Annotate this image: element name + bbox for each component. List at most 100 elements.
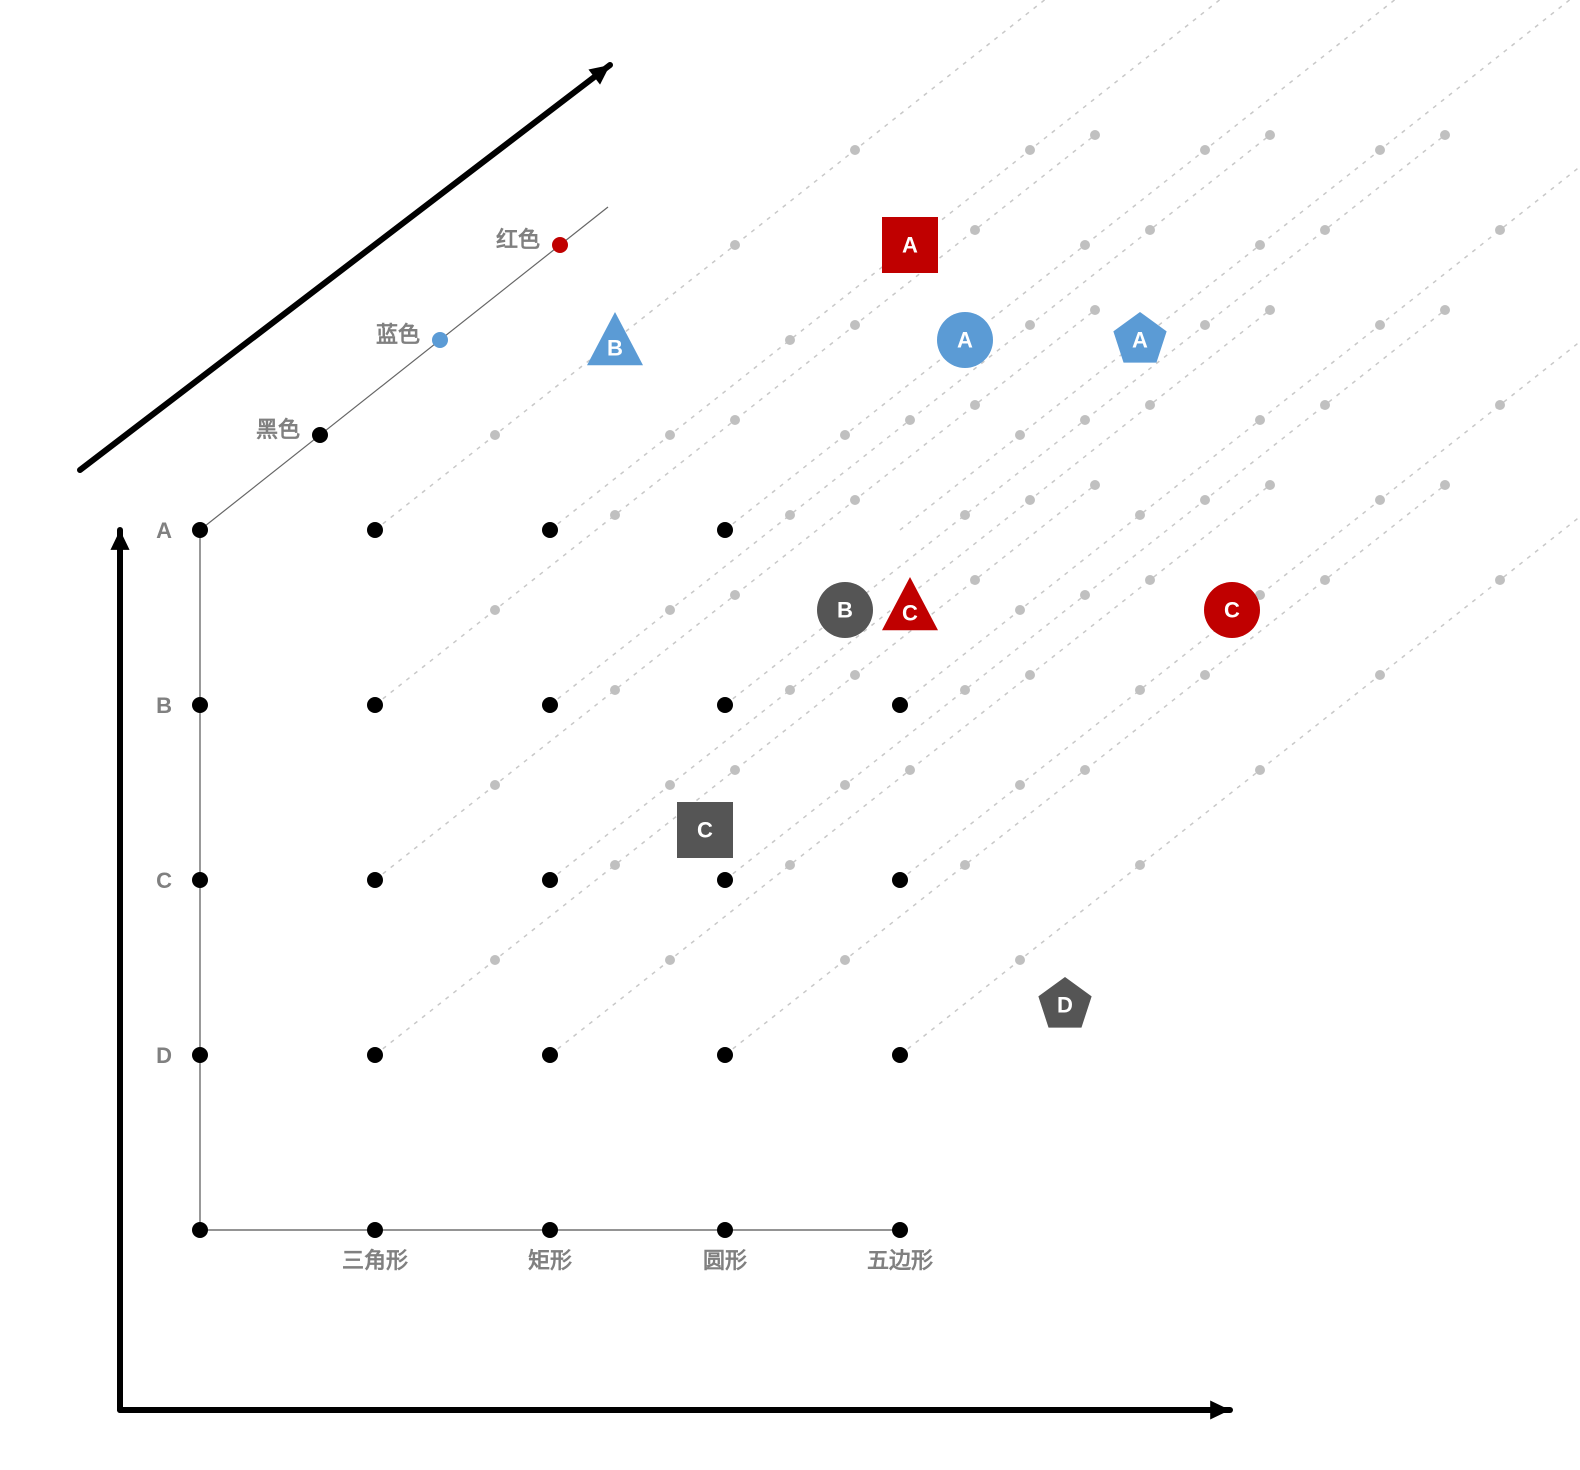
data-point-label: C: [902, 601, 918, 626]
data-point-a-rect: A: [882, 217, 938, 273]
projection-line: [900, 485, 1580, 1055]
projection-dot: [490, 605, 500, 615]
projection-dot: [785, 335, 795, 345]
projection-dot: [1025, 495, 1035, 505]
grid-dot: [367, 1047, 383, 1063]
projection-dot: [1090, 480, 1100, 490]
grid-dot: [892, 1222, 908, 1238]
grid-dot: [717, 1047, 733, 1063]
projection-dot: [1265, 305, 1275, 315]
projection-dot: [1320, 400, 1330, 410]
projection-dot: [1495, 400, 1505, 410]
z-tick-dot: [312, 427, 328, 443]
z-axis-arrow: [80, 65, 610, 470]
projection-dot: [1145, 225, 1155, 235]
projection-dot: [1080, 765, 1090, 775]
projection-dot: [1145, 400, 1155, 410]
data-point-c-triangle: C: [882, 577, 938, 630]
projection-dot: [970, 575, 980, 585]
projection-dot: [840, 780, 850, 790]
projection-dot: [1375, 145, 1385, 155]
grid-dot: [892, 697, 908, 713]
projection-dot: [1025, 145, 1035, 155]
data-point-b-triangle: B: [587, 312, 643, 365]
projection-dot: [785, 510, 795, 520]
data-point-label: A: [902, 233, 918, 258]
projection-dot: [730, 590, 740, 600]
z-tick-label: 黑色: [256, 417, 300, 442]
projection-dot: [665, 780, 675, 790]
y-tick-label: D: [156, 1043, 172, 1068]
projection-dot: [730, 765, 740, 775]
projection-dot: [490, 780, 500, 790]
data-point-c-rect: C: [677, 802, 733, 858]
projection-dot: [850, 495, 860, 505]
projection-dot: [1320, 575, 1330, 585]
projection-dot: [1015, 780, 1025, 790]
grid-dot: [192, 872, 208, 888]
grid-dot: [717, 522, 733, 538]
grid-dot: [192, 522, 208, 538]
projection-dot: [730, 415, 740, 425]
projection-dot: [1375, 320, 1385, 330]
projection-dot: [840, 430, 850, 440]
grid-dot: [892, 872, 908, 888]
projection-dot: [905, 415, 915, 425]
data-point-label: C: [1224, 598, 1240, 623]
x-tick-label: 五边形: [867, 1248, 933, 1273]
projection-dot: [850, 670, 860, 680]
projection-dot: [1255, 415, 1265, 425]
z-tick-dot: [552, 237, 568, 253]
projection-dot: [1015, 430, 1025, 440]
data-point-d-pentagon: D: [1038, 977, 1091, 1028]
z-axis-line: [200, 207, 608, 530]
projection-dot: [1015, 605, 1025, 615]
projection-dot: [1200, 670, 1210, 680]
projection-dot: [1255, 765, 1265, 775]
chart-container: 黑色蓝色红色三角形矩形圆形五边形ABCDAAABBCCCD: [0, 0, 1580, 1470]
projection-dot: [1440, 305, 1450, 315]
x-tick-label: 三角形: [342, 1248, 408, 1273]
projection-dot: [1135, 510, 1145, 520]
data-point-label: A: [1132, 328, 1148, 353]
projection-dot: [1200, 495, 1210, 505]
grid-dot: [367, 872, 383, 888]
data-point-label: A: [957, 328, 973, 353]
projection-dot: [610, 685, 620, 695]
projection-dot: [1145, 575, 1155, 585]
grid-dot: [717, 697, 733, 713]
projection-line: [725, 0, 1445, 530]
grid-dot: [192, 697, 208, 713]
projection-dot: [1320, 225, 1330, 235]
projection-dot: [905, 765, 915, 775]
projection-dot: [1440, 480, 1450, 490]
x-axis-arrow-head: [1210, 1400, 1230, 1419]
y-tick-label: A: [156, 518, 172, 543]
projection-dot: [1080, 590, 1090, 600]
grid-dot: [542, 1222, 558, 1238]
projection-dot: [850, 145, 860, 155]
grid-dot: [542, 522, 558, 538]
projection-dot: [785, 860, 795, 870]
projection-dot: [610, 860, 620, 870]
projection-dot: [1440, 130, 1450, 140]
data-point-label: C: [697, 818, 713, 843]
projection-dot: [1265, 130, 1275, 140]
grid-dot: [892, 1047, 908, 1063]
projection-dot: [1090, 305, 1100, 315]
projection-dot: [960, 860, 970, 870]
x-tick-label: 矩形: [528, 1248, 572, 1273]
projection-dot: [1265, 480, 1275, 490]
projection-dot: [1255, 240, 1265, 250]
y-tick-label: B: [156, 693, 172, 718]
projection-line: [375, 0, 1095, 530]
projection-dot: [1375, 670, 1385, 680]
data-point-a-circle: A: [937, 312, 993, 368]
projection-dot: [490, 430, 500, 440]
grid-dot: [717, 1222, 733, 1238]
projection-dot: [960, 685, 970, 695]
projection-dot: [665, 955, 675, 965]
data-point-c-circle: C: [1204, 582, 1260, 638]
grid-dot: [367, 1222, 383, 1238]
data-point-label: B: [837, 598, 853, 623]
